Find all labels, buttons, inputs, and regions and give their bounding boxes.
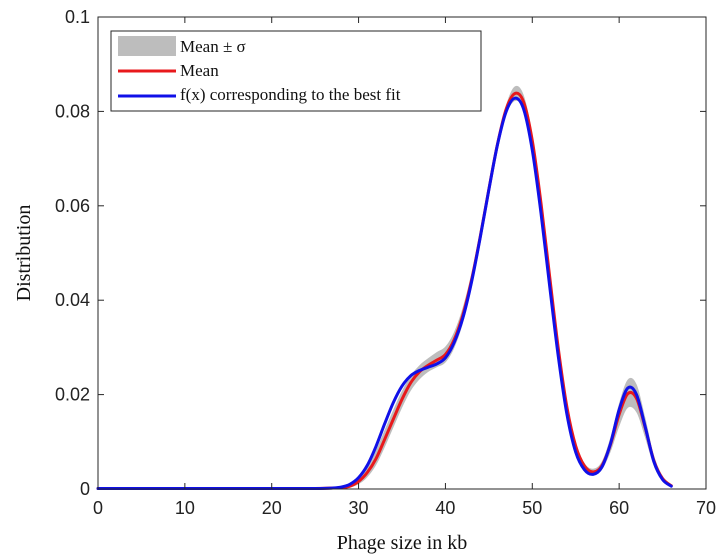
x-tick-label: 40 (435, 498, 455, 518)
y-tick-label: 0.1 (65, 7, 90, 27)
series-layer (96, 85, 673, 491)
series-line-best-fit (96, 96, 673, 491)
x-tick-label: 60 (609, 498, 629, 518)
y-tick-label: 0 (80, 479, 90, 499)
y-tick-label: 0.02 (55, 385, 90, 405)
x-tick-label: 70 (696, 498, 716, 518)
x-tick-label: 0 (93, 498, 103, 518)
y-tick-label: 0.06 (55, 196, 90, 216)
x-tick-label: 10 (175, 498, 195, 518)
x-tick-label: 50 (522, 498, 542, 518)
x-tick-label: 20 (262, 498, 282, 518)
legend: Mean ± σ Mean f(x) corresponding to the … (110, 30, 482, 112)
plot-frame (97, 16, 707, 490)
y-tick-label: 0.08 (55, 101, 90, 121)
legend-entry-fit: f(x) corresponding to the best fit (180, 85, 401, 104)
x-axis-label: Phage size in kb (337, 532, 468, 554)
ticks-layer: 0 10 20 30 40 50 60 70 0 0.02 0.04 0.06 0.08 0.1 (55, 7, 716, 518)
legend-entry-mean: Mean (180, 61, 219, 80)
y-tick-label: 0.04 (55, 290, 90, 310)
y-axis-label: Distribution (13, 205, 35, 302)
x-tick-label: 30 (349, 498, 369, 518)
legend-swatch-band (118, 36, 176, 56)
legend-entry-band: Mean ± σ (180, 37, 246, 56)
